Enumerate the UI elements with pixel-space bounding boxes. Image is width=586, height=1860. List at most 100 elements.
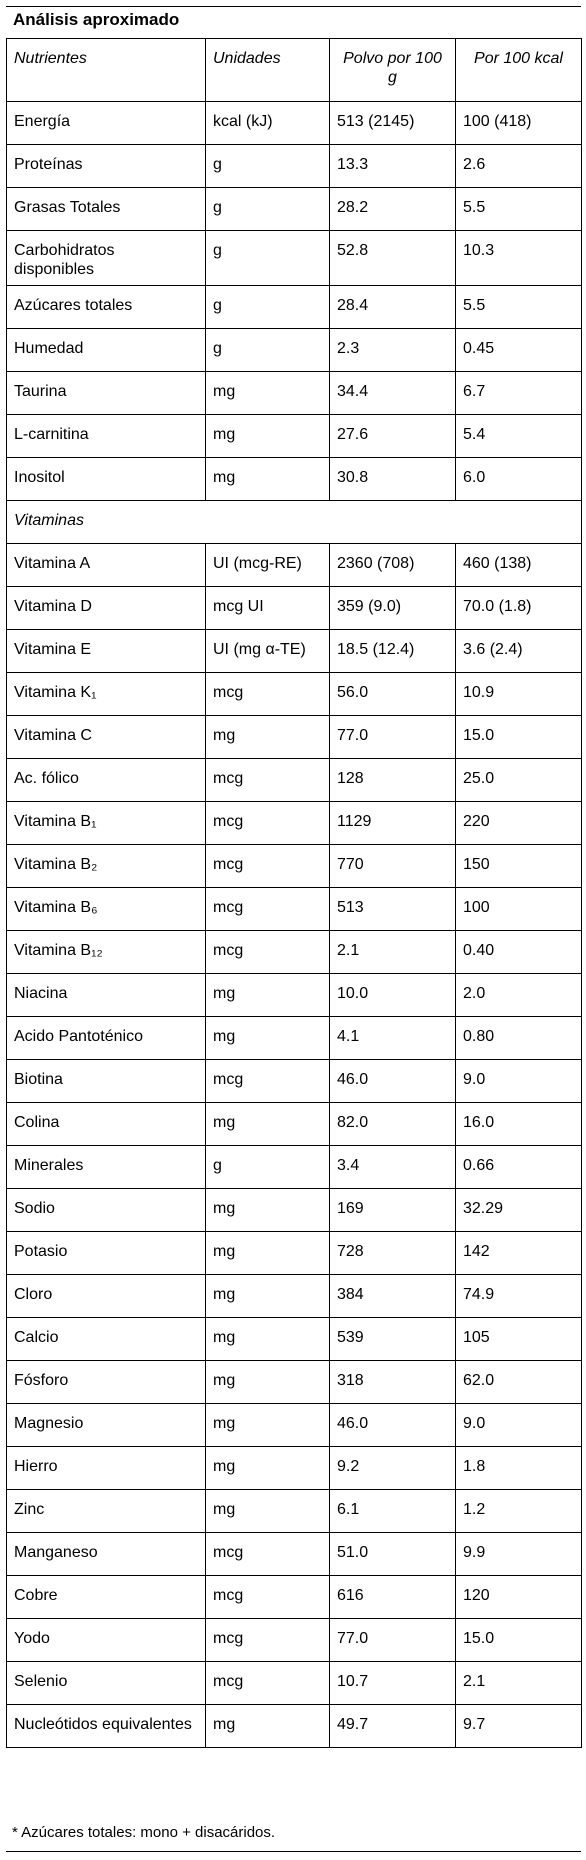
cell: Vitamina E: [6, 629, 206, 673]
cell: 70.0 (1.8): [455, 586, 582, 630]
table-row: Vitaminas: [6, 500, 582, 544]
cell: mcg: [205, 1575, 330, 1619]
cell: 6.0: [455, 457, 582, 501]
cell: 0.40: [455, 930, 582, 974]
cell: 16.0: [455, 1102, 582, 1146]
cell: UI (mcg-RE): [205, 543, 330, 587]
cell: Magnesio: [6, 1403, 206, 1447]
cell: mg: [205, 1446, 330, 1490]
cell: 0.45: [455, 328, 582, 372]
cell: g: [205, 328, 330, 372]
cell: mcg: [205, 887, 330, 931]
table-row: Vitamina A UI (mcg-RE) 2360 (708) 460 (138): [6, 543, 582, 587]
cell: 13.3: [329, 144, 456, 188]
cell: mcg: [205, 801, 330, 845]
cell: 5.4: [455, 414, 582, 458]
cell: 384: [329, 1274, 456, 1318]
cell: 28.4: [329, 285, 456, 329]
table-row: Potasio mg 728 142: [6, 1231, 582, 1275]
table-row: Vitamina B₂ mcg 770 150: [6, 844, 582, 888]
cell: 1.2: [455, 1489, 582, 1533]
cell: 3.4: [329, 1145, 456, 1189]
cell: Colina: [6, 1102, 206, 1146]
cell: 9.0: [455, 1059, 582, 1103]
table-row: Azúcares totales g 28.4 5.5: [6, 285, 582, 329]
header-cell: Por 100 kcal: [455, 38, 582, 102]
cell: 1129: [329, 801, 456, 845]
cell: Grasas Totales: [6, 187, 206, 231]
cell: 15.0: [455, 1618, 582, 1662]
cell: mcg: [205, 672, 330, 716]
table-row: L-carnitina mg 27.6 5.4: [6, 414, 582, 458]
table-row: Grasas Totales g 28.2 5.5: [6, 187, 582, 231]
cell: 3.6 (2.4): [455, 629, 582, 673]
cell: 169: [329, 1188, 456, 1232]
cell: L-carnitina: [6, 414, 206, 458]
cell: UI (mg α-TE): [205, 629, 330, 673]
cell: mcg: [205, 930, 330, 974]
cell: Niacina: [6, 973, 206, 1017]
cell: Vitamina B₆: [6, 887, 206, 931]
cell: Ac. fólico: [6, 758, 206, 802]
cell: 2.1: [329, 930, 456, 974]
cell: mg: [205, 1231, 330, 1275]
cell: 74.9: [455, 1274, 582, 1318]
table-row: Selenio mcg 10.7 2.1: [6, 1661, 582, 1705]
header-cell: Nutrientes: [6, 38, 206, 102]
cell: 2.1: [455, 1661, 582, 1705]
cell: 513: [329, 887, 456, 931]
cell: mg: [205, 1016, 330, 1060]
cell: 0.66: [455, 1145, 582, 1189]
cell: Humedad: [6, 328, 206, 372]
cell: mg: [205, 973, 330, 1017]
cell: 770: [329, 844, 456, 888]
header-row: Nutrientes Unidades Polvo por 100 g Por 100…: [6, 38, 582, 102]
cell: 120: [455, 1575, 582, 1619]
cell: Minerales: [6, 1145, 206, 1189]
cell: g: [205, 285, 330, 329]
cell: 30.8: [329, 457, 456, 501]
cell: g: [205, 187, 330, 231]
table-row: Yodo mcg 77.0 15.0: [6, 1618, 582, 1662]
cell: Zinc: [6, 1489, 206, 1533]
cell: Vitamina A: [6, 543, 206, 587]
cell: Cloro: [6, 1274, 206, 1318]
cell: 10.3: [455, 230, 582, 286]
cell: mcg: [205, 1661, 330, 1705]
table-row: Carbohidratos disponibles g 52.8 10.3: [6, 230, 582, 286]
cell: 1.8: [455, 1446, 582, 1490]
cell: 51.0: [329, 1532, 456, 1576]
cell: 27.6: [329, 414, 456, 458]
cell: Taurina: [6, 371, 206, 415]
table-row: Acido Pantoténico mg 4.1 0.80: [6, 1016, 582, 1060]
cell: 318: [329, 1360, 456, 1404]
cell: mcg: [205, 758, 330, 802]
cell: Calcio: [6, 1317, 206, 1361]
top-rule: [6, 6, 581, 7]
cell: 4.1: [329, 1016, 456, 1060]
cell: Cobre: [6, 1575, 206, 1619]
cell: 9.0: [455, 1403, 582, 1447]
cell: 77.0: [329, 715, 456, 759]
cell: Sodio: [6, 1188, 206, 1232]
cell: 10.7: [329, 1661, 456, 1705]
cell: Acido Pantoténico: [6, 1016, 206, 1060]
cell: 49.7: [329, 1704, 456, 1748]
table-row: Colina mg 82.0 16.0: [6, 1102, 582, 1146]
table-row: Cloro mg 384 74.9: [6, 1274, 582, 1318]
nutrition-table: Nutrientes Unidades Polvo por 100 g Por 100…: [6, 38, 582, 1748]
cell: 10.9: [455, 672, 582, 716]
cell: Vitamina C: [6, 715, 206, 759]
cell: 15.0: [455, 715, 582, 759]
bottom-rule: [6, 1851, 581, 1852]
cell: mcg: [205, 1532, 330, 1576]
cell: mg: [205, 1317, 330, 1361]
cell: g: [205, 1145, 330, 1189]
cell: kcal (kJ): [205, 101, 330, 145]
cell: 100 (418): [455, 101, 582, 145]
cell: 5.5: [455, 187, 582, 231]
cell: 25.0: [455, 758, 582, 802]
table-row: Niacina mg 10.0 2.0: [6, 973, 582, 1017]
section-cell: Vitaminas: [6, 500, 582, 544]
